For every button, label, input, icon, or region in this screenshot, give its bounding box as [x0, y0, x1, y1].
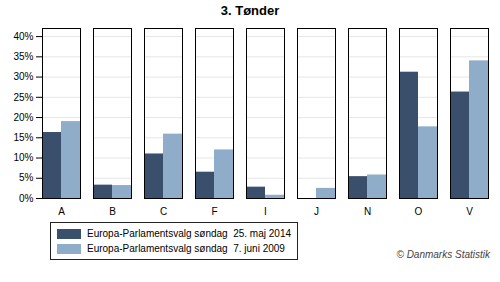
svg-text:0%: 0% — [19, 193, 34, 204]
html-text:Europa-Parlamentsvalg søndag 2: Europa-Parlamentsvalg søndag 25. maj 201… — [87, 228, 291, 239]
svg-text:A: A — [58, 206, 65, 217]
html-text:3. Tønder: 3. Tønder — [220, 3, 280, 18]
svg-text:20%: 20% — [13, 112, 33, 123]
svg-text:30%: 30% — [13, 71, 33, 82]
svg-text:F: F — [211, 206, 217, 217]
svg-text:25%: 25% — [13, 92, 33, 103]
svg-text:10%: 10% — [13, 152, 33, 163]
svg-text:B: B — [109, 206, 116, 217]
svg-text:I: I — [264, 206, 267, 217]
svg-text:15%: 15% — [13, 132, 33, 143]
svg-text:40%: 40% — [13, 31, 33, 42]
svg-text:5%: 5% — [19, 172, 34, 183]
html-text:© Danmarks Statistik: © Danmarks Statistik — [396, 249, 490, 260]
svg-text:35%: 35% — [13, 51, 33, 62]
svg-text:N: N — [364, 206, 371, 217]
html-text:Europa-Parlamentsvalg søndag 7: Europa-Parlamentsvalg søndag 7. juni 200… — [87, 243, 285, 254]
svg-text:V: V — [466, 206, 473, 217]
svg-text:C: C — [160, 206, 167, 217]
svg-text:J: J — [314, 206, 319, 217]
svg-text:O: O — [415, 206, 423, 217]
